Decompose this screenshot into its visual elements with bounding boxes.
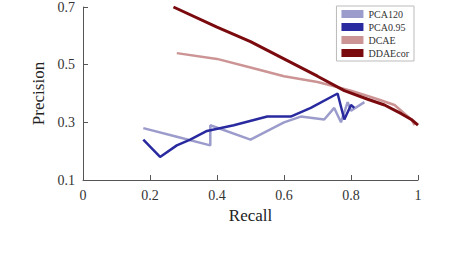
svg-text:0: 0 [80, 188, 87, 203]
svg-text:0.2: 0.2 [141, 188, 159, 203]
svg-text:0.5: 0.5 [58, 57, 76, 72]
svg-text:DCAE: DCAE [368, 35, 395, 46]
svg-text:Precision: Precision [29, 61, 48, 125]
svg-text:0.4: 0.4 [208, 188, 226, 203]
svg-text:1: 1 [415, 188, 422, 203]
svg-text:0.8: 0.8 [342, 188, 360, 203]
svg-text:Recall: Recall [229, 206, 273, 225]
svg-text:0.6: 0.6 [275, 188, 293, 203]
svg-text:0.7: 0.7 [58, 0, 76, 15]
svg-text:0.1: 0.1 [58, 173, 76, 188]
svg-text:0.3: 0.3 [58, 115, 76, 130]
svg-text:PCA120: PCA120 [368, 9, 402, 20]
svg-text:DDAEcor: DDAEcor [368, 48, 409, 59]
svg-text:PCA0.95: PCA0.95 [368, 22, 405, 33]
